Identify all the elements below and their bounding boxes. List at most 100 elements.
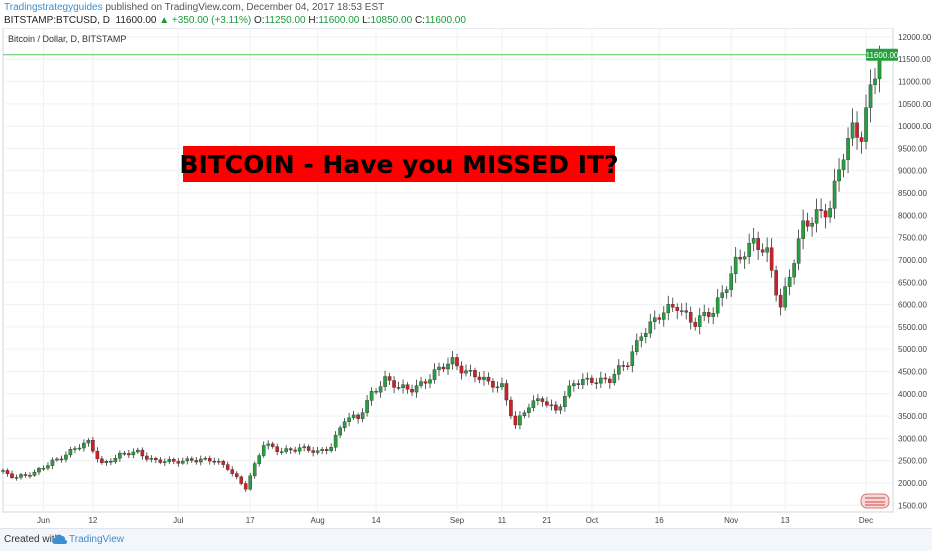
y-tick-label: 12000.00 (898, 33, 932, 42)
low-label: L: (362, 15, 371, 26)
candle-body (230, 469, 235, 474)
author-link[interactable]: Tradingstrategyguides (4, 2, 103, 13)
y-tick-label: 11000.00 (898, 78, 931, 87)
x-tick-label: Nov (724, 516, 738, 525)
x-tick-label: Sep (450, 516, 465, 525)
candle-body (23, 474, 28, 476)
candle-body (333, 434, 338, 448)
candle-body (464, 370, 468, 374)
candle-body (127, 453, 131, 456)
candle-body (225, 464, 230, 470)
candle-body (500, 383, 504, 388)
x-tick-label: 16 (655, 516, 664, 525)
candle-body (243, 483, 248, 490)
y-tick-label: 5000.00 (898, 345, 927, 354)
candle-body (495, 386, 500, 389)
candle-body (203, 457, 208, 460)
candle-body (634, 340, 639, 352)
candle-body (473, 370, 477, 378)
candle-body (342, 421, 347, 428)
candle-body (59, 458, 64, 461)
y-tick-label: 4000.00 (898, 390, 927, 399)
banner-bg (183, 146, 615, 182)
candle-body (599, 377, 603, 384)
candle-body (351, 414, 356, 418)
candle-body (679, 310, 684, 312)
candle-body (697, 315, 702, 327)
candle-body (621, 365, 626, 367)
candle-body (459, 365, 464, 374)
candle-body (482, 376, 486, 380)
candlestick-chart[interactable]: 1500.00 2000.00 2500.00 3000.00 3500.00 4000.… (0, 28, 932, 528)
x-tick-label: 21 (542, 516, 551, 525)
candle-body (738, 256, 742, 260)
candle-body (657, 317, 662, 320)
tradingview-brand-link[interactable]: TradingView (69, 534, 125, 545)
candle-body (10, 473, 14, 478)
candle-body (747, 242, 751, 257)
candle-body (491, 381, 495, 388)
plot-frame (2, 28, 894, 513)
candle-body (302, 446, 306, 449)
candle-body (504, 383, 509, 401)
candle-body (154, 458, 158, 461)
candle-body (608, 378, 612, 383)
candle-body (140, 449, 145, 457)
candle-body (306, 446, 311, 451)
candle-body (756, 238, 760, 250)
candle-body (446, 363, 450, 370)
candle-body (594, 382, 599, 384)
candle-body (284, 448, 288, 452)
candle-body (104, 461, 109, 463)
candle-body (765, 247, 769, 253)
candle-body (374, 391, 378, 393)
tradingview-cloud-icon (52, 534, 67, 544)
candle-body (684, 310, 689, 313)
y-tick-label: 2500.00 (898, 457, 927, 466)
candle-body (796, 238, 801, 264)
candle-body (769, 247, 774, 271)
candle-body (617, 365, 621, 375)
candle-body (742, 256, 747, 260)
y-tick-label: 7500.00 (898, 234, 927, 243)
published-text: published on TradingView.com, December 0… (105, 2, 385, 13)
candle-body (50, 459, 55, 466)
x-tick-label: Jun (37, 516, 50, 525)
candle-body (86, 439, 91, 444)
candle-body (234, 473, 239, 478)
candle-body (158, 459, 163, 463)
candle-body (648, 321, 653, 334)
candle-body (509, 399, 513, 417)
candle-body (819, 209, 823, 211)
candle-body (113, 458, 118, 463)
candle-body (365, 400, 369, 413)
candle-body (468, 370, 473, 372)
candle-body (432, 369, 437, 380)
candle-body (558, 406, 563, 411)
candle-body (383, 376, 387, 387)
y-tick-label: 11500.00 (898, 55, 931, 64)
candle-body (774, 270, 778, 296)
y-tick-label: 9500.00 (898, 144, 927, 153)
candle-body (450, 357, 455, 365)
last-price-value: 11600.00 (115, 15, 157, 26)
candle-body (729, 273, 733, 290)
close-value: 11600.00 (424, 15, 466, 26)
candle-body (536, 398, 540, 401)
candles (1, 45, 882, 492)
candle-body (14, 477, 19, 479)
candle-body (288, 448, 293, 451)
change-value: ▲ +350.00 (+3.11%) (159, 15, 252, 26)
candle-body (392, 380, 396, 388)
candle-body (369, 391, 374, 401)
candle-body (832, 180, 837, 209)
candle-body (32, 471, 37, 476)
candle-body (279, 451, 284, 453)
candle-body (167, 459, 172, 462)
candle-body (590, 377, 594, 383)
candle-body (163, 461, 167, 463)
candle-body (868, 84, 873, 108)
candle-body (733, 256, 738, 274)
candle-body (118, 452, 122, 459)
candle-body (581, 379, 585, 385)
